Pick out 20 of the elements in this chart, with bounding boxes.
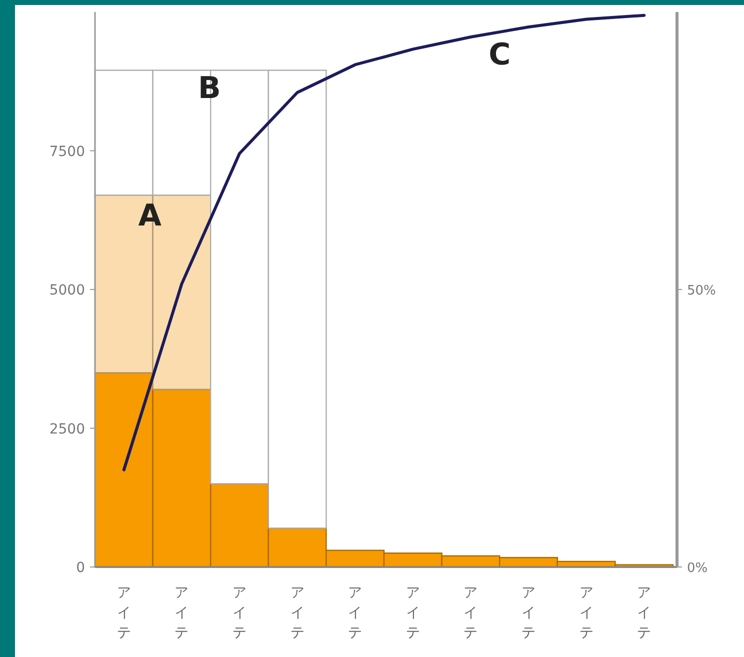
y-tick-label: 7500 (49, 144, 85, 160)
x-tick-label: アイテ (290, 585, 304, 641)
y-tick-label: 0 (76, 560, 85, 576)
y2-tick-label: 0% (687, 561, 708, 576)
y2-tick-label: 50% (687, 284, 716, 298)
x-tick-label: アイテ (637, 585, 652, 641)
y-tick-label: 2500 (49, 421, 85, 438)
x-tick-label: アイテ (232, 585, 246, 641)
x-tick-label: アイテ (116, 585, 131, 641)
annotation: B (198, 71, 221, 106)
x-tick-label: アイテ (348, 585, 362, 641)
line-series (122, 14, 646, 472)
y-tick-label: 5000 (49, 282, 85, 298)
x-tick-label: アイテ (522, 585, 536, 641)
annotation: A (138, 198, 162, 234)
x-tick-label: アイテ (174, 585, 189, 641)
x-tick-label: アイテ (464, 585, 478, 641)
x-tick-label: アイテ (406, 585, 420, 641)
x-tick-label: アイテ (579, 585, 594, 641)
annotation: C (488, 38, 511, 73)
